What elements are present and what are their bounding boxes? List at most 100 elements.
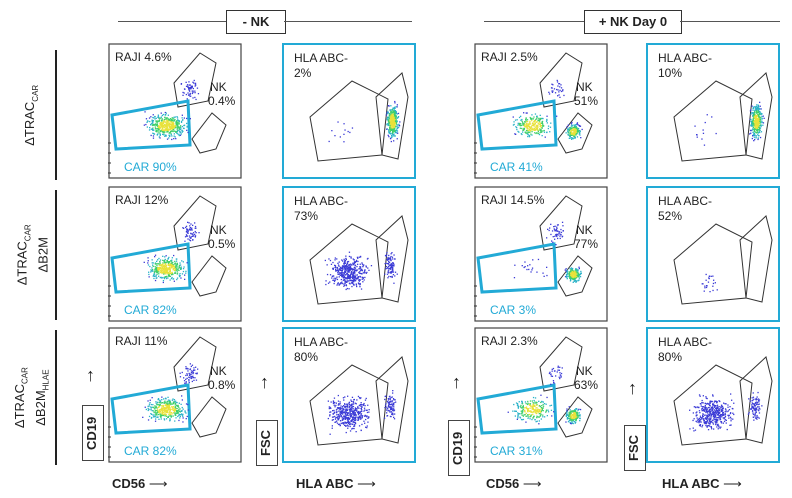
arrow-up-fsc-left: ↑ (260, 372, 269, 392)
raji-percentage: RAJI 11% (115, 334, 168, 348)
nk-label: NK (576, 364, 593, 378)
car-percentage: CAR 82% (124, 303, 177, 317)
hla-positive-gate (739, 215, 773, 303)
car-percentage: CAR 82% (124, 444, 177, 458)
event-cloud (565, 121, 583, 140)
hla-negative-percentage: 80% (294, 350, 319, 364)
event-cloud (507, 394, 555, 425)
event-cloud (548, 365, 563, 385)
car-percentage: CAR 31% (490, 444, 543, 458)
nk-gate (557, 112, 593, 154)
car-gate (476, 383, 558, 435)
axis-label-cd56-left: CD56 ⟶ (112, 476, 168, 491)
arrow-up-cd19-left: ↑ (86, 365, 95, 385)
hla-abc-plot-5: HLA ABC- 52% (646, 186, 780, 322)
event-cloud (512, 112, 558, 138)
hla-negative-label: HLA ABC- (294, 51, 349, 65)
nk-percentage: 0.4% (208, 94, 236, 108)
car-percentage: CAR 41% (490, 160, 543, 174)
hla-negative-label: HLA ABC- (658, 51, 713, 65)
axis-label-cd19-left: CD19 (82, 405, 104, 461)
event-cloud (565, 406, 582, 425)
cd19-cd56-plot-5: RAJI 14.5% NK 77% CAR 3% (474, 186, 608, 322)
row-label-2: ΔTRACCAR ΔB2M (14, 224, 50, 286)
car-percentage: CAR 3% (490, 303, 537, 317)
axis-label-cd56-right: CD56 ⟶ (486, 476, 542, 491)
cd19-cd56-plot-3: RAJI 11% NK 0.8% CAR 82% (108, 327, 242, 463)
cd19-cd56-plot-6: RAJI 2.3% NK 63% CAR 31% (474, 327, 608, 463)
car-gate (110, 383, 192, 435)
panel-frame (282, 327, 416, 463)
arrow-up-cd19-right: ↑ (452, 372, 461, 392)
axis-label-fsc-right: FSC (624, 425, 646, 471)
hla-positive-gate (375, 215, 409, 303)
panel-frame (646, 186, 780, 322)
raji-percentage: RAJI 2.5% (481, 50, 538, 64)
event-cloud (749, 101, 765, 142)
hla-abc-plot-2: HLA ABC- 73% (282, 186, 416, 322)
axis-label-hla-left: HLA ABC ⟶ (296, 476, 376, 491)
hla-negative-percentage: 52% (658, 209, 683, 223)
hla-negative-percentage: 2% (294, 66, 312, 80)
nk-gate (191, 396, 227, 438)
header-rule-right-a (484, 21, 584, 22)
event-cloud (182, 221, 200, 242)
hla-negative-label: HLA ABC- (294, 335, 349, 349)
row-bar-2 (55, 190, 57, 320)
hla-negative-gate (673, 223, 753, 305)
hla-positive-gate (739, 356, 773, 444)
cd19-cd56-plot-2: RAJI 12% NK 0.5% CAR 82% (108, 186, 242, 322)
hla-negative-gate (309, 80, 389, 162)
nk-gate (191, 255, 227, 297)
raji-percentage: RAJI 2.3% (481, 334, 538, 348)
axis-label-fsc-left: FSC (256, 420, 278, 466)
hla-negative-percentage: 73% (294, 209, 319, 223)
event-cloud (328, 121, 354, 143)
header-rule-left-a (118, 21, 226, 22)
hla-negative-label: HLA ABC- (294, 194, 349, 208)
event-cloud (179, 363, 199, 384)
car-percentage: CAR 90% (124, 160, 177, 174)
nk-gate (191, 112, 227, 154)
nk-label: NK (210, 80, 227, 94)
hla-negative-gate (309, 223, 389, 305)
header-plus-nk: + NK Day 0 (584, 10, 682, 34)
cd19-cd56-plot-4: RAJI 2.5% NK 51% CAR 41% (474, 43, 608, 179)
nk-percentage: 63% (574, 378, 599, 392)
hla-negative-label: HLA ABC- (658, 194, 713, 208)
event-cloud (548, 79, 565, 98)
event-cloud (513, 258, 548, 279)
event-cloud (546, 221, 564, 246)
header-rule-left-b (284, 21, 412, 22)
event-cloud (747, 391, 763, 421)
hla-positive-gate (375, 356, 409, 444)
car-gate (110, 242, 192, 294)
event-cloud (324, 251, 373, 291)
event-cloud (180, 79, 200, 101)
axis-label-hla-right: HLA ABC ⟶ (662, 476, 742, 491)
event-cloud (384, 252, 398, 284)
car-gate (476, 242, 558, 294)
car-gate (110, 99, 192, 151)
nk-percentage: 51% (574, 94, 599, 108)
event-cloud (143, 254, 188, 284)
nk-percentage: 77% (574, 237, 599, 251)
hla-negative-gate (309, 364, 389, 446)
event-cloud (385, 100, 401, 143)
arrow-up-fsc-right: ↑ (628, 378, 637, 398)
hla-abc-plot-1: HLA ABC- 2% (282, 43, 416, 179)
nk-percentage: 0.5% (208, 237, 236, 251)
hla-positive-gate (375, 72, 409, 160)
header-minus-nk: - NK (226, 10, 286, 34)
car-gate (476, 99, 558, 151)
row-bar-1 (55, 50, 57, 180)
event-cloud (694, 114, 717, 146)
hla-abc-plot-4: HLA ABC- 10% (646, 43, 780, 179)
hla-negative-percentage: 10% (658, 66, 683, 80)
event-cloud (142, 395, 189, 423)
nk-label: NK (210, 223, 227, 237)
hla-negative-percentage: 80% (658, 350, 683, 364)
hla-abc-plot-6: HLA ABC- 80% (646, 327, 780, 463)
nk-label: NK (210, 364, 227, 378)
hla-abc-plot-3: HLA ABC- 80% (282, 327, 416, 463)
